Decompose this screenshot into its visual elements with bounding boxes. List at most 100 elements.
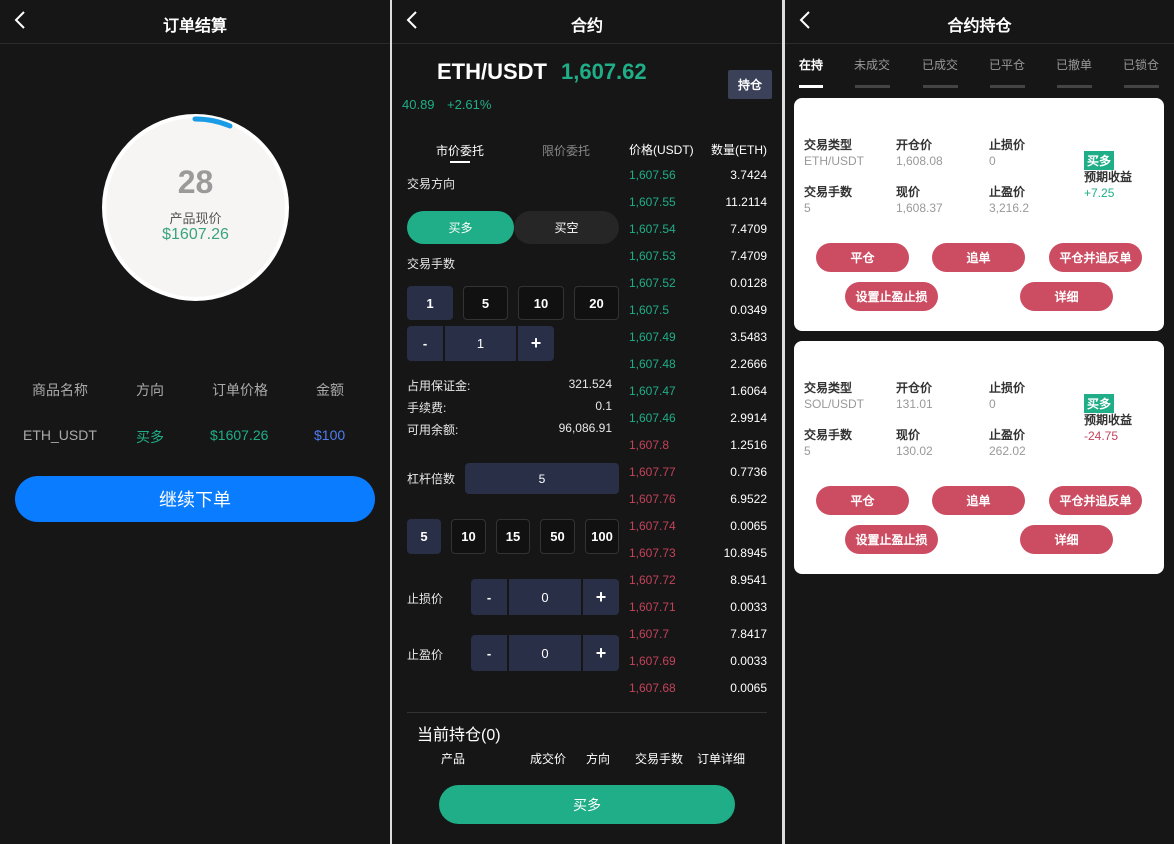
direction-badge: 买多 xyxy=(1084,394,1115,413)
stop-loss-plus-button[interactable]: + xyxy=(583,579,619,615)
tab-5[interactable]: 已锁仓 xyxy=(1123,58,1160,72)
stop-loss-label: 止损价 xyxy=(407,592,444,606)
label-current: 现价 xyxy=(896,185,921,199)
leverage-option[interactable]: 50 xyxy=(540,519,575,554)
lot-option[interactable]: 10 xyxy=(518,286,564,320)
label-take_profit: 止盈价 xyxy=(989,428,1026,442)
tab-indicator xyxy=(923,85,958,88)
value-take_profit: 262.02 xyxy=(989,444,1026,458)
bid-price: 1,607.56 xyxy=(629,168,676,182)
leverage-option[interactable]: 5 xyxy=(407,519,441,554)
buy-long-button[interactable]: 买多 xyxy=(407,211,514,244)
value-current: 1,608.37 xyxy=(896,201,943,215)
tab-market-order[interactable]: 市价委托 xyxy=(436,144,485,158)
lot-option[interactable]: 1 xyxy=(407,286,453,320)
value-open: 131.01 xyxy=(896,397,933,411)
stop-loss-input[interactable]: 0 xyxy=(509,579,581,615)
buy-short-button[interactable]: 买空 xyxy=(514,211,619,244)
leverage-option[interactable]: 100 xyxy=(585,519,619,554)
tab-indicator xyxy=(855,85,890,88)
tab-limit-order[interactable]: 限价委托 xyxy=(542,144,591,158)
leverage-option[interactable]: 15 xyxy=(496,519,530,554)
ask-price: 1,607.69 xyxy=(629,654,676,668)
col-header: 商品名称 xyxy=(32,382,88,398)
price-label: 产品现价 xyxy=(169,211,222,226)
label-lots: 交易手数 xyxy=(804,185,853,199)
bid-price: 1,607.46 xyxy=(629,411,676,425)
col-header: 订单价格 xyxy=(212,382,268,398)
countdown-progress-arc xyxy=(192,116,233,129)
ask-quantity: 6.9522 xyxy=(730,492,767,506)
set-tp-sl-button[interactable]: 设置止盈止损 xyxy=(845,282,938,311)
order-settlement-screen: 订单结算 28 产品现价 $1607.26 商品名称 方向 订单价格 金额 ET… xyxy=(0,0,390,844)
holdings-col-header: 交易手数 xyxy=(635,752,684,766)
label-stop_loss: 止损价 xyxy=(989,381,1026,395)
balance-value: 96,086.91 xyxy=(558,421,612,435)
value-type: SOL/USDT xyxy=(804,397,865,411)
position-button[interactable]: 持仓 xyxy=(728,70,772,99)
holdings-col-header: 订单详细 xyxy=(697,752,746,766)
lots-input[interactable]: 1 xyxy=(445,326,516,361)
tab-indicator xyxy=(799,85,823,88)
tab-indicator xyxy=(990,85,1025,88)
bid-quantity: 1.6064 xyxy=(730,384,767,398)
value-current: 130.02 xyxy=(896,444,933,458)
bid-quantity: 7.4709 xyxy=(730,222,767,236)
take-profit-input[interactable]: 0 xyxy=(509,635,581,671)
back-icon[interactable] xyxy=(402,9,424,31)
bid-quantity: 2.2666 xyxy=(730,357,767,371)
label-take_profit: 止盈价 xyxy=(989,185,1026,199)
leverage-input[interactable]: 5 xyxy=(465,463,619,494)
header: 合约 xyxy=(392,0,782,44)
lot-option[interactable]: 20 xyxy=(574,286,619,320)
tab-0[interactable]: 在持 xyxy=(799,58,824,72)
take-profit-minus-button[interactable]: - xyxy=(471,635,507,671)
current-price: $1607.26 xyxy=(162,226,229,243)
close-position-button[interactable]: 平仓 xyxy=(816,243,909,272)
close-position-button[interactable]: 平仓 xyxy=(816,486,909,515)
ask-quantity: 0.0065 xyxy=(730,519,767,533)
add-order-button[interactable]: 追单 xyxy=(932,243,1025,272)
value-take_profit: 3,216.2 xyxy=(989,201,1030,215)
submit-buy-long-button[interactable]: 买多 xyxy=(439,785,735,824)
ask-quantity: 0.0033 xyxy=(730,600,767,614)
header: 订单结算 xyxy=(0,0,390,44)
set-tp-sl-button[interactable]: 设置止盈止损 xyxy=(845,525,938,554)
continue-order-button[interactable]: 继续下单 xyxy=(15,476,375,522)
bid-price: 1,607.53 xyxy=(629,249,676,263)
ask-quantity: 0.0065 xyxy=(730,681,767,695)
margin-label: 占用保证金: xyxy=(407,379,471,393)
tab-4[interactable]: 已撤单 xyxy=(1056,58,1093,72)
page-title: 合约持仓 xyxy=(947,18,1012,35)
tab-1[interactable]: 未成交 xyxy=(854,58,891,72)
direction-badge: 买多 xyxy=(1084,151,1115,170)
direction: 买多 xyxy=(136,429,164,445)
leverage-option[interactable]: 10 xyxy=(451,519,486,554)
countdown-circle: 28 产品现价 $1607.26 xyxy=(102,114,289,301)
fee-label: 手续费: xyxy=(407,401,447,415)
details-button[interactable]: 详细 xyxy=(1020,282,1113,311)
close-and-reverse-button[interactable]: 平仓并追反单 xyxy=(1049,486,1142,515)
lots-minus-button[interactable]: - xyxy=(407,326,443,361)
pair-name: ETH/USDT xyxy=(437,59,547,84)
bid-quantity: 7.4709 xyxy=(730,249,767,263)
details-button[interactable]: 详细 xyxy=(1020,525,1113,554)
back-icon[interactable] xyxy=(795,9,817,31)
ask-quantity: 0.0033 xyxy=(730,654,767,668)
take-profit-plus-button[interactable]: + xyxy=(583,635,619,671)
stop-loss-minus-button[interactable]: - xyxy=(471,579,507,615)
take-profit-label: 止盈价 xyxy=(407,648,444,662)
back-icon[interactable] xyxy=(10,9,32,31)
add-order-button[interactable]: 追单 xyxy=(932,486,1025,515)
ask-quantity: 7.8417 xyxy=(730,627,767,641)
tab-3[interactable]: 已平仓 xyxy=(989,58,1026,72)
close-and-reverse-button[interactable]: 平仓并追反单 xyxy=(1049,243,1142,272)
bid-price: 1,607.49 xyxy=(629,330,676,344)
tab-2[interactable]: 已成交 xyxy=(922,58,959,72)
bid-quantity: 3.5483 xyxy=(730,330,767,344)
ask-quantity: 0.7736 xyxy=(730,465,767,479)
lots-plus-button[interactable]: + xyxy=(518,326,554,361)
order-price: $1607.26 xyxy=(210,427,269,443)
lot-option[interactable]: 5 xyxy=(463,286,508,320)
bid-price: 1,607.55 xyxy=(629,195,676,209)
